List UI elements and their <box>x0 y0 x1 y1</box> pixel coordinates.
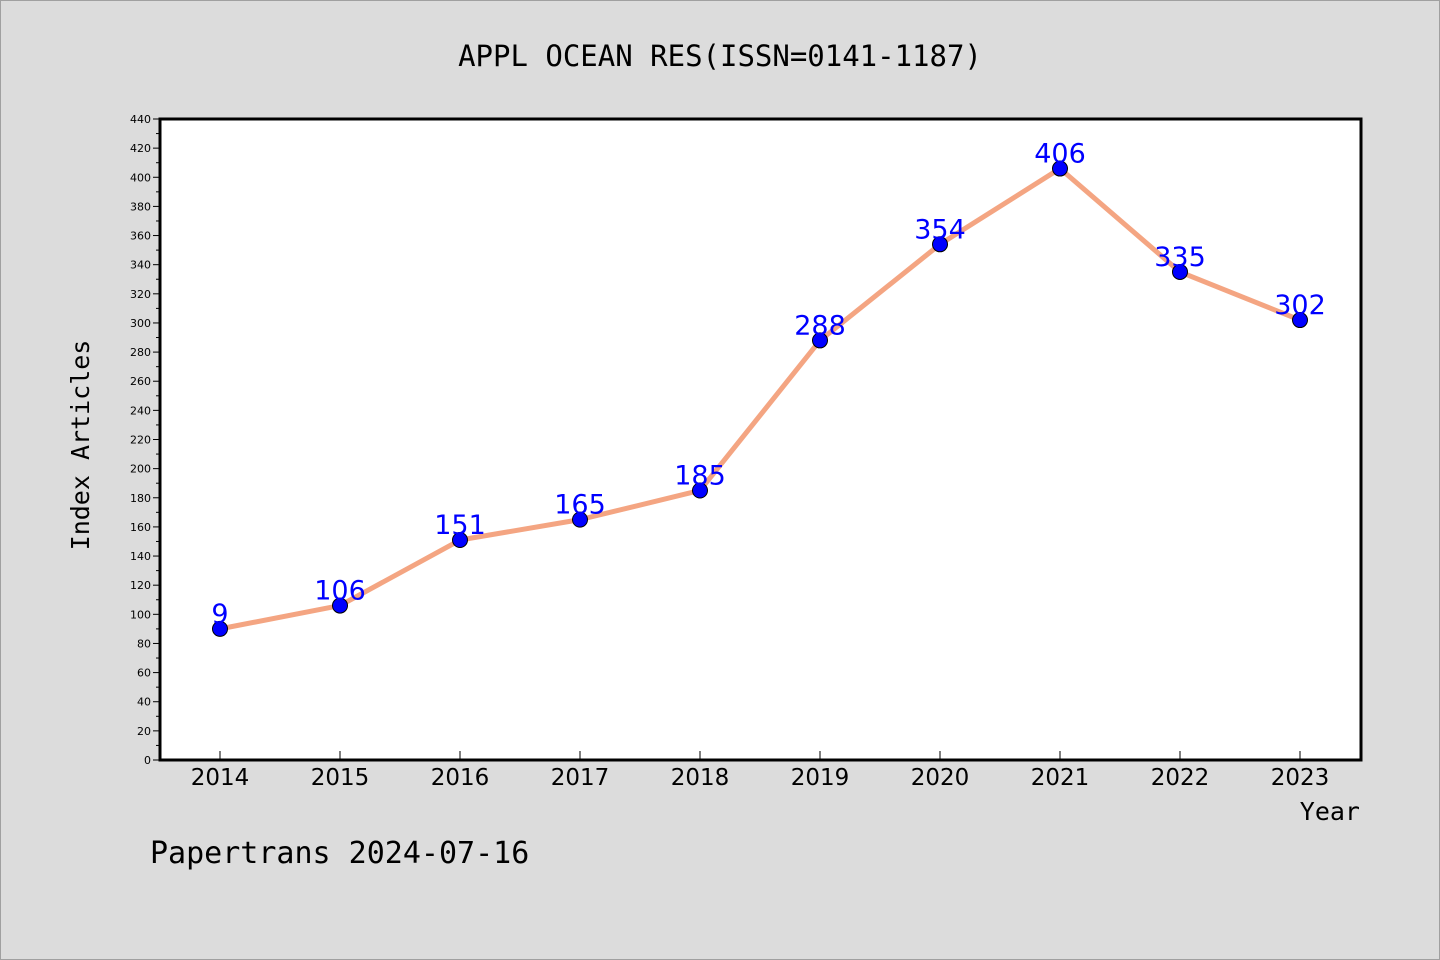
y-tick-label: 440 <box>130 113 151 126</box>
x-tick-label: 2015 <box>311 765 370 791</box>
data-point <box>332 597 348 614</box>
chart-title: APPL OCEAN RES(ISSN=0141-1187) <box>458 39 982 73</box>
y-tick-label: 180 <box>130 492 151 505</box>
data-label: 106 <box>314 576 366 607</box>
x-axis: 2014 2015 2016 2017 2018 2019 2020 2021 2022 2023 <box>191 751 1330 791</box>
x-tick-label: 2022 <box>1151 765 1210 791</box>
plot-area <box>158 117 1363 762</box>
y-tick-label: 360 <box>130 230 151 243</box>
data-point <box>932 236 948 253</box>
y-tick-label: 380 <box>130 200 151 213</box>
y-tick-label: 160 <box>130 521 151 534</box>
data-point <box>212 620 228 637</box>
y-tick-label: 280 <box>130 346 151 359</box>
data-point <box>1172 263 1188 280</box>
data-label: 165 <box>554 490 606 521</box>
x-tick-label: 2017 <box>551 765 610 791</box>
data-label: 288 <box>794 310 846 341</box>
data-point <box>572 511 588 528</box>
x-tick-label: 2021 <box>1031 765 1090 791</box>
y-tick-label: 200 <box>130 463 151 476</box>
y-tick-label: 40 <box>137 696 151 709</box>
x-axis-label: Year <box>1300 797 1360 826</box>
y-tick-label: 320 <box>130 288 151 301</box>
data-label: 9 <box>211 599 228 630</box>
y-tick-label: 120 <box>130 579 151 592</box>
data-point <box>1292 312 1308 329</box>
x-tick-label: 2018 <box>671 765 730 791</box>
data-point <box>1052 160 1068 177</box>
y-tick-label: 80 <box>137 637 151 650</box>
data-label: 185 <box>674 460 726 491</box>
footer-text: Papertrans 2024-07-16 <box>150 836 529 871</box>
y-tick-label: 100 <box>130 608 151 621</box>
y-tick-label: 240 <box>130 404 151 417</box>
data-point <box>692 482 708 499</box>
y-tick-label: 60 <box>137 667 151 680</box>
data-point <box>812 332 828 349</box>
series-line-group <box>217 166 1303 632</box>
y-tick-label: 220 <box>130 434 151 447</box>
series-line <box>217 166 1303 632</box>
x-tick-label: 2023 <box>1271 765 1330 791</box>
data-label: 151 <box>434 510 486 541</box>
data-label: 302 <box>1274 290 1326 321</box>
data-labels-group: 9 106 151 165 185 288 354 406 335 302 <box>211 139 1325 630</box>
x-tick-label: 2019 <box>791 765 850 791</box>
x-tick-label: 2016 <box>431 765 490 791</box>
x-tick-label: 2020 <box>911 765 970 791</box>
data-point <box>452 532 468 549</box>
y-tick-label: 260 <box>130 375 151 388</box>
data-label: 406 <box>1034 139 1086 170</box>
y-tick-label: 420 <box>130 142 151 155</box>
y-tick-label: 20 <box>137 725 151 738</box>
y-axis: 0 20 40 60 80 100 120 140 160 180 200 220 240 260 280 3… <box>130 113 160 767</box>
y-tick-label: 300 <box>130 317 151 330</box>
y-tick-label: 400 <box>130 171 151 184</box>
y-tick-label: 0 <box>144 754 151 767</box>
y-tick-label: 140 <box>130 550 151 563</box>
data-label: 335 <box>1154 242 1206 273</box>
y-tick-label: 340 <box>130 259 151 272</box>
x-tick-label: 2014 <box>191 765 250 791</box>
data-label: 354 <box>914 214 966 245</box>
markers-group <box>212 160 1308 637</box>
y-axis-label: Index Articles <box>66 340 95 551</box>
